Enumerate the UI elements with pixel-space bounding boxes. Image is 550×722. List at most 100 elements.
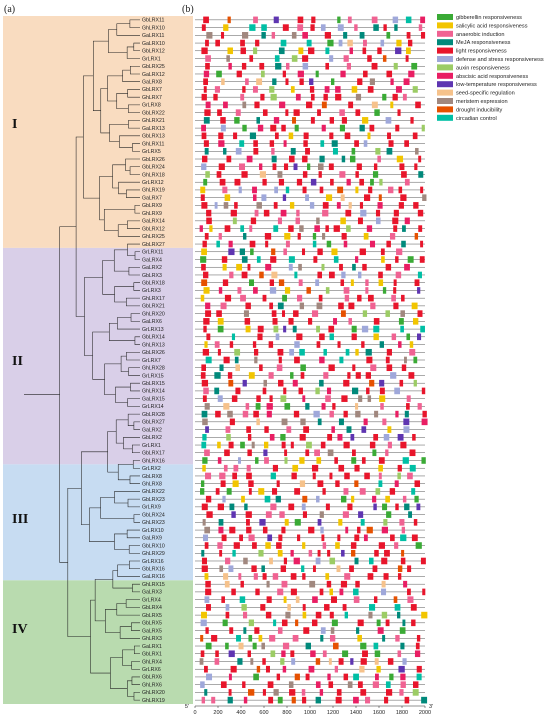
cis-element-box	[386, 147, 393, 155]
cis-element-box	[406, 395, 411, 402]
cis-element-box	[353, 588, 359, 596]
cis-element-box	[353, 673, 359, 681]
cis-element-box	[229, 418, 235, 426]
cis-element-box	[281, 619, 288, 627]
cis-element-box	[285, 78, 289, 86]
cis-element-box	[203, 78, 208, 86]
cis-element-box	[243, 310, 249, 317]
gene-label: GrLRX3	[142, 288, 161, 294]
cis-element-box	[201, 279, 208, 286]
cis-element-box	[418, 171, 424, 178]
cis-element-box	[335, 93, 342, 101]
cis-element-box	[245, 302, 251, 310]
cis-element-box	[338, 658, 344, 665]
cis-element-box	[296, 178, 303, 186]
cis-element-box	[398, 202, 404, 209]
cis-element-box	[316, 217, 320, 225]
cis-element-box	[365, 348, 372, 356]
cis-element-box	[206, 673, 213, 681]
cis-element-box	[300, 364, 306, 372]
axis-5prime-label: 5'	[185, 704, 189, 710]
cis-element-box	[251, 565, 257, 573]
axis-tick-label: 1000	[304, 710, 316, 716]
gene-label: GaLRX10	[142, 41, 165, 47]
cis-element-box	[353, 696, 359, 704]
cis-element-box	[234, 202, 238, 209]
cis-element-box	[416, 503, 421, 511]
cis-element-box	[372, 495, 377, 503]
cis-element-box	[256, 395, 261, 402]
gene-label: GbLRX14	[142, 335, 165, 341]
cis-element-box	[382, 93, 387, 101]
cis-element-box	[422, 410, 427, 418]
cis-element-box	[228, 62, 232, 70]
cis-element-box	[325, 395, 331, 402]
cis-element-box	[362, 117, 369, 124]
cis-element-box	[360, 642, 367, 650]
cis-element-box	[382, 55, 387, 62]
cis-element-box	[402, 495, 407, 503]
cis-element-box	[321, 101, 327, 109]
cis-element-box	[277, 588, 284, 596]
cis-element-box	[347, 372, 351, 379]
cis-element-box	[323, 372, 329, 379]
cis-element-box	[200, 681, 205, 688]
cis-element-box	[339, 171, 346, 178]
legend-swatch	[437, 81, 453, 88]
cis-element-box	[367, 395, 372, 402]
cis-element-box	[317, 480, 324, 487]
cis-element-box	[393, 209, 399, 217]
tree-branch	[115, 419, 129, 444]
gene-label: GhLRX16	[142, 458, 165, 464]
cis-element-box	[251, 441, 255, 449]
cis-element-box	[366, 387, 370, 395]
cis-element-box	[236, 634, 241, 642]
cis-element-box	[414, 279, 420, 286]
cis-element-box	[244, 318, 251, 325]
cis-element-box	[416, 665, 422, 673]
cis-element-box	[243, 627, 247, 634]
gene-label: GhLRX10	[142, 25, 165, 31]
group-band-1	[3, 16, 193, 248]
cis-element-box	[404, 696, 410, 704]
axis-tick-label: 600	[259, 710, 268, 716]
cis-element-box	[245, 325, 251, 333]
legend-label: meristem expression	[456, 99, 508, 105]
cis-element-box	[360, 519, 365, 526]
cis-element-box	[222, 263, 227, 271]
cis-element-box	[200, 634, 204, 642]
cis-element-box	[413, 379, 417, 387]
cis-element-box	[417, 271, 422, 279]
cis-element-box	[252, 86, 258, 93]
cis-element-box	[200, 650, 205, 658]
cis-element-box	[409, 348, 416, 356]
cis-element-box	[407, 256, 414, 263]
cis-element-box	[314, 449, 320, 457]
legend-swatch	[437, 30, 453, 37]
cis-element-box	[363, 233, 369, 240]
cis-element-box	[404, 356, 407, 364]
cis-element-box	[397, 650, 402, 658]
cis-element-box	[259, 364, 263, 372]
cis-element-box	[240, 93, 245, 101]
cis-element-box	[289, 689, 296, 696]
cis-element-box	[246, 519, 250, 526]
cis-element-box	[421, 418, 428, 426]
cis-element-box	[205, 310, 212, 317]
tree-branch	[118, 181, 140, 195]
cis-element-box	[200, 294, 205, 302]
tree-branch	[129, 19, 140, 28]
cis-element-box	[285, 240, 290, 248]
tree-branch	[128, 367, 140, 376]
cis-element-box	[227, 16, 231, 24]
cis-element-box	[297, 294, 303, 302]
cis-element-box	[329, 472, 333, 480]
cis-element-box	[271, 310, 277, 317]
cis-element-box	[325, 287, 330, 294]
cis-element-box	[422, 588, 426, 596]
cis-element-box	[254, 101, 260, 109]
cis-element-box	[271, 155, 277, 163]
cis-element-box	[303, 140, 308, 147]
cis-element-box	[399, 627, 406, 634]
